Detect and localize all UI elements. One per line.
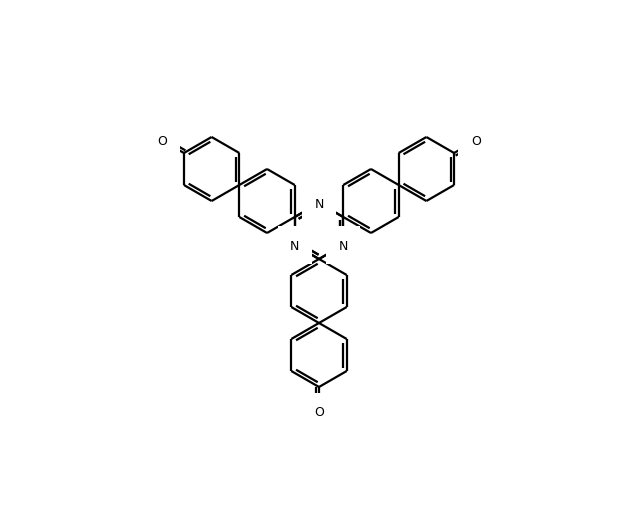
Text: N: N [339, 239, 348, 252]
Text: N: N [339, 239, 348, 252]
Text: O: O [314, 406, 324, 419]
Text: O: O [158, 135, 167, 148]
Text: N: N [290, 239, 299, 252]
Text: O: O [471, 135, 480, 148]
Text: N: N [290, 239, 299, 252]
Text: N: N [315, 197, 323, 210]
Text: N: N [315, 197, 323, 210]
